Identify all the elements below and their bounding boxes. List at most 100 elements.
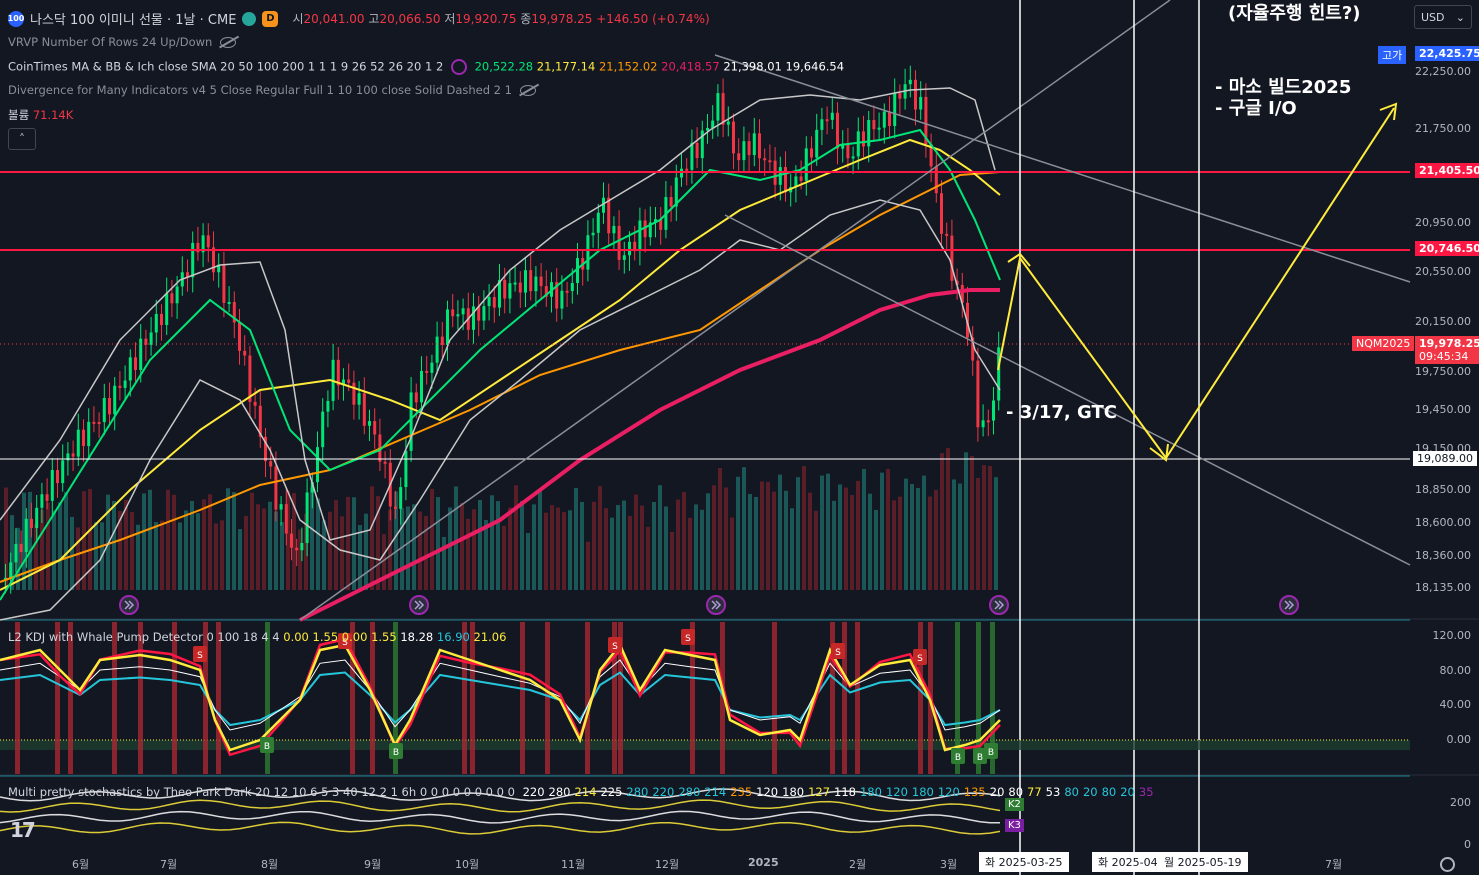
volume-bar: [22, 492, 26, 590]
stoch-line: [0, 821, 1001, 835]
candle-body: [966, 302, 969, 338]
kdj-legend[interactable]: L2 KDJ with Whale Pump Detector 0 100 18…: [8, 630, 506, 644]
annotation-ms-build[interactable]: - 마소 빌드2025: [1215, 77, 1352, 98]
stoch-legend[interactable]: Multi pretty stochastics by Theo Park Da…: [8, 785, 1154, 799]
time-axis-label: 7월: [160, 858, 178, 871]
buy-signal-label: B: [393, 748, 399, 758]
candle-body: [669, 197, 673, 207]
stoch-value: 120: [756, 785, 779, 799]
kdj-d-line: [0, 671, 1001, 727]
candle-body: [45, 494, 49, 501]
volume-bar: [856, 480, 860, 590]
candle-body: [726, 121, 730, 125]
volume-bar: [832, 500, 836, 590]
volume-bar: [382, 534, 386, 590]
indicator-volume[interactable]: 볼륨 71.14K: [8, 107, 73, 123]
candle-body: [815, 129, 819, 158]
stoch-value: 220: [652, 785, 675, 799]
hidden-eye-icon[interactable]: [220, 37, 237, 48]
candle-body: [446, 309, 449, 345]
candle-body: [680, 168, 683, 178]
volume-bar: [904, 478, 908, 590]
symbol-logo-icon: 100: [8, 10, 24, 27]
volume-bar: [388, 509, 392, 590]
volume-bar: [844, 487, 848, 590]
sell-signal-label: S: [835, 648, 841, 658]
kdj-sell-bar: [830, 622, 835, 774]
price-axis-tick: 22,250.00: [1415, 65, 1471, 78]
candle-body: [19, 543, 23, 553]
volume-bar: [730, 517, 734, 590]
volume-bar: [862, 469, 866, 590]
volume-bar: [520, 500, 524, 590]
sell-signal-badge: [831, 643, 845, 659]
candle-body: [877, 127, 881, 130]
refresh-icon[interactable]: [450, 59, 467, 75]
ma200-line: [299, 288, 1000, 622]
kdj-axis-tick: 40.00: [1439, 698, 1472, 711]
candle-body: [310, 482, 314, 493]
annotation-top[interactable]: (자율주행 힌트?): [1228, 3, 1361, 24]
indicator-divergence[interactable]: Divergence for Many Indicators v4 5 Clos…: [8, 83, 536, 97]
candle-body: [87, 421, 91, 447]
arrow-head-icon: [1007, 252, 1031, 267]
time-axis-label: 3월: [940, 858, 958, 871]
kdj-red-line: [0, 637, 1001, 757]
volume-bar: [910, 484, 914, 590]
arrow-head-icon: [1379, 102, 1398, 121]
volume-bar: [418, 511, 422, 590]
annotation-google-io[interactable]: - 구글 I/O: [1215, 98, 1297, 119]
candle-body: [134, 357, 137, 370]
candle-body: [856, 131, 860, 157]
volume-bar: [838, 484, 842, 590]
candle-body: [76, 429, 80, 457]
candle-body: [238, 322, 241, 351]
candle-body: [383, 461, 387, 464]
volume-bar: [94, 522, 98, 590]
indicator-ma-bb[interactable]: CoinTimes MA & BB & Ich close SMA 20 50 …: [8, 59, 844, 75]
volume-bar: [766, 481, 770, 590]
volume-bar: [544, 512, 548, 590]
kdj-sell-bar: [470, 622, 475, 774]
annotation-gtc[interactable]: - 3/17, GTC: [1006, 402, 1117, 423]
symbol-title[interactable]: 나스닥 100 이미니 선물 · 1날 · CME: [30, 13, 237, 28]
indicator-vrvp[interactable]: VRVP Number Of Rows 24 Up/Down: [8, 35, 237, 49]
kdj-buy-bar: [976, 622, 981, 774]
settings-gear-icon[interactable]: [1440, 857, 1455, 872]
candle-body: [940, 193, 943, 234]
collapse-indicators-button[interactable]: ˄: [8, 128, 36, 150]
price-axis-tick: 19,750.00: [1415, 365, 1471, 378]
volume-bar: [568, 510, 572, 590]
candle-body: [862, 131, 865, 147]
stoch-value: 220: [522, 785, 545, 799]
candle-body: [279, 504, 283, 510]
volume-bar: [604, 508, 608, 590]
stoch-value: 127: [808, 785, 831, 799]
symbol-header[interactable]: 100 나스닥 100 이미니 선물 · 1날 · CME D 시20,041.…: [8, 9, 710, 28]
stoch-axis-tick: 0: [1464, 838, 1471, 851]
volume-bar: [52, 510, 56, 590]
sell-signal-badge: [681, 629, 695, 645]
volume-bar: [634, 494, 638, 590]
candle-body: [529, 270, 533, 292]
kdj-sell-bar: [618, 622, 623, 774]
volume-bar: [700, 509, 704, 590]
volume-bar: [184, 510, 188, 590]
volume-bar: [196, 513, 200, 590]
candle-body: [9, 562, 13, 578]
forecast-path[interactable]: [997, 107, 1395, 460]
candle-body: [518, 282, 522, 293]
volume-bar: [652, 501, 656, 590]
hidden-eye-icon[interactable]: [519, 85, 536, 96]
trendline-down-upper: [714, 54, 1411, 283]
indicator-vrvp-label: VRVP Number Of Rows 24 Up/Down: [8, 35, 213, 49]
volume-bar: [970, 456, 974, 590]
sell-signal-badge: [338, 633, 352, 649]
currency-select[interactable]: USD ⌄: [1414, 5, 1472, 29]
volume-bar: [346, 496, 350, 590]
volume-bar: [328, 511, 332, 590]
last-price-tag: 19,978.25 09:45:34: [1415, 336, 1479, 364]
volume-bar: [220, 520, 224, 590]
candle-body: [565, 290, 569, 293]
